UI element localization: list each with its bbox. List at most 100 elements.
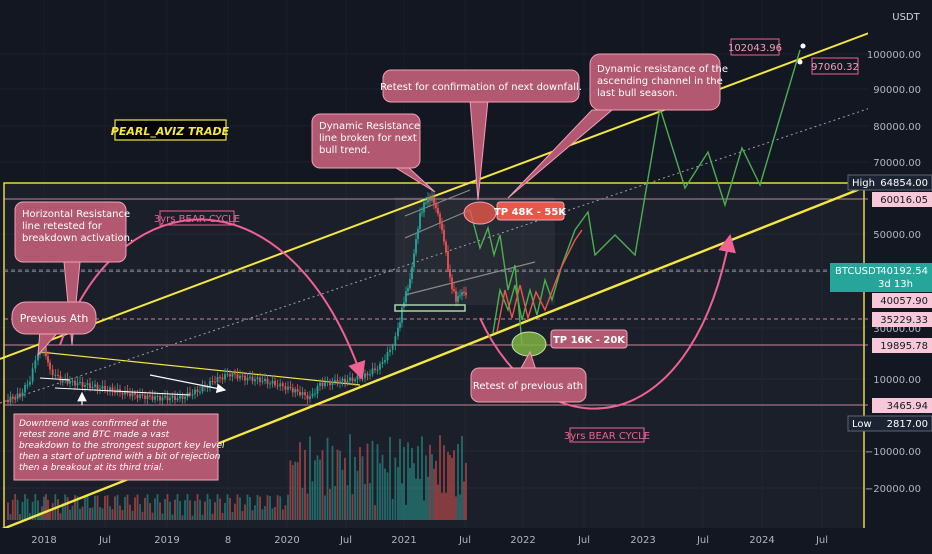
volume-bar — [57, 499, 59, 520]
callout-downtrend-line-4: then a start of uptrend with a bit of re… — [19, 452, 221, 462]
candle-body — [371, 368, 374, 375]
candle-body — [443, 230, 445, 242]
volume-bar — [376, 444, 379, 520]
callout-dynamic-broken-line-1: Dynamic Resistance — [319, 121, 420, 132]
target-labels: TP 48K - 55K TP 16K - 20K — [494, 201, 628, 349]
volume-bar — [447, 451, 449, 520]
volume-bar — [296, 462, 299, 520]
volume-bar — [171, 514, 174, 520]
candle-body — [209, 381, 211, 387]
candle-body — [366, 373, 369, 376]
candle-body — [241, 375, 244, 377]
candle-body — [181, 395, 184, 399]
volume-bar — [116, 494, 119, 520]
volume-bar — [401, 483, 403, 520]
volume-bar — [374, 505, 376, 520]
volume-bar — [96, 495, 99, 520]
candle-body — [264, 378, 266, 382]
volume-bar — [324, 495, 326, 520]
volume-bar — [94, 495, 96, 520]
volume-bar — [134, 497, 136, 520]
volume-bar — [331, 445, 334, 520]
volume-bar — [184, 500, 186, 520]
projection-green-down — [469, 209, 523, 346]
candle-body — [279, 383, 282, 387]
candle-body — [37, 354, 39, 361]
candle-body — [349, 377, 351, 381]
volume-bar — [37, 500, 39, 520]
candle-body — [413, 253, 415, 268]
candle-body — [324, 382, 326, 387]
time-tick-label: Jul — [696, 535, 709, 546]
volume-bar — [226, 494, 229, 520]
projection-label-right: 97060.32 — [811, 62, 859, 73]
candle-body — [401, 307, 403, 323]
candle-body — [314, 393, 316, 395]
candle-body — [374, 368, 376, 370]
bear-cycle-label-2: 3yrs BEAR CYCLE — [564, 431, 650, 442]
volume-bar — [411, 447, 413, 520]
candle-body — [79, 382, 81, 384]
candle-body — [224, 374, 226, 380]
volume-bar — [221, 512, 224, 520]
volume-bar — [81, 506, 84, 520]
volume-bar — [74, 495, 76, 520]
time-tick-label: 2023 — [630, 535, 655, 546]
candle-body — [169, 397, 171, 401]
volume-bar — [139, 503, 141, 520]
volume-bar — [279, 496, 282, 520]
candle-body — [219, 376, 221, 378]
volume-bar — [321, 450, 324, 520]
candle-body — [159, 396, 161, 401]
candle-body — [431, 196, 433, 201]
callout-retest-downfall: Retest for confirmation of next downfall… — [380, 82, 582, 93]
volume-bar — [341, 469, 344, 520]
candle-body — [57, 374, 59, 376]
time-tick-label: Jul — [577, 535, 590, 546]
candle-body — [54, 374, 57, 376]
candle-body — [244, 375, 246, 381]
candle-body — [9, 396, 12, 403]
white-trend-arrow — [149, 374, 227, 394]
candle-body — [189, 392, 191, 396]
volume-bar — [136, 494, 139, 520]
volume-bar — [216, 494, 219, 520]
volume-bar — [276, 495, 279, 520]
callout-dynamic-broken-box — [311, 113, 421, 169]
candle-body — [386, 351, 389, 361]
volume-bar — [131, 510, 134, 520]
volume-bar — [419, 478, 421, 520]
time-axis[interactable]: 2018 Jul 2019 8 2020 Jul 2021 Jul 2022 Jul 2023 Jul… — [0, 528, 868, 550]
marker-level — [872, 338, 932, 353]
volume-bar — [379, 463, 381, 520]
volume-bar — [191, 515, 194, 520]
median-channel-line — [0, 102, 886, 404]
candle-body — [151, 395, 154, 400]
candle-body — [326, 381, 329, 383]
volume-bar — [465, 462, 467, 520]
volume-bar — [151, 512, 154, 520]
time-axis-background — [0, 528, 868, 550]
price-axis[interactable]: USDT 100000.00 90000.00 80000.00 70000.00 50… — [830, 0, 932, 550]
currency-label[interactable]: USDT — [892, 12, 920, 23]
candle-body — [294, 389, 297, 393]
candle-body — [71, 380, 74, 382]
price-tick-label: 30000.00 — [873, 324, 921, 335]
volume-bar — [104, 496, 106, 520]
callout-horizontal-line-3: breakdown activation. — [22, 233, 133, 244]
marker-label: Low — [852, 419, 872, 430]
marker-value: 40057.90 — [880, 296, 928, 307]
candle-body — [291, 387, 294, 393]
volume-bar — [413, 463, 415, 520]
marker-symbol: BTCUSDT — [835, 266, 883, 277]
volume-bar — [156, 494, 159, 520]
callout-dynamic-channel-line-3: last bull season. — [597, 88, 678, 99]
volume-bar — [231, 512, 234, 520]
volume-bar — [266, 495, 269, 520]
candle-body — [276, 385, 279, 387]
candle-body — [231, 373, 234, 377]
projection-box-right — [811, 57, 859, 75]
volume-bar — [294, 461, 297, 520]
candle-body — [14, 398, 17, 400]
